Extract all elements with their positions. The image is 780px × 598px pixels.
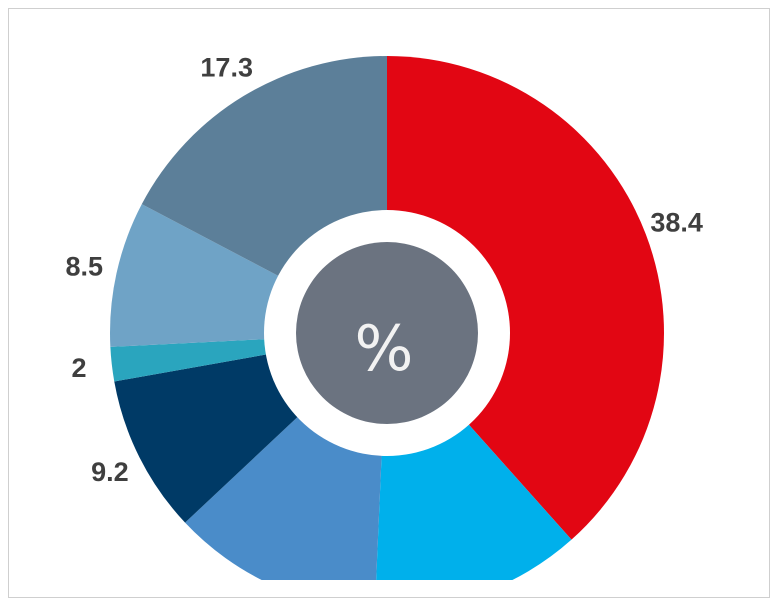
slice-label-6: 8.5 (65, 251, 103, 281)
labels-group: 38.4 9.2 2 8.5 17.3 (65, 53, 702, 487)
donut-chart: % 38.4 9.2 2 8.5 17.3 (65, 53, 703, 580)
slice-label-1: 38.4 (650, 208, 703, 238)
slice-label-4: 9.2 (91, 457, 129, 487)
slice-label-5: 2 (71, 353, 86, 383)
center-percent-label: % (355, 312, 414, 385)
center-disk (296, 242, 478, 424)
slice-label-7: 17.3 (200, 53, 253, 83)
pie-slice-1 (387, 56, 664, 540)
